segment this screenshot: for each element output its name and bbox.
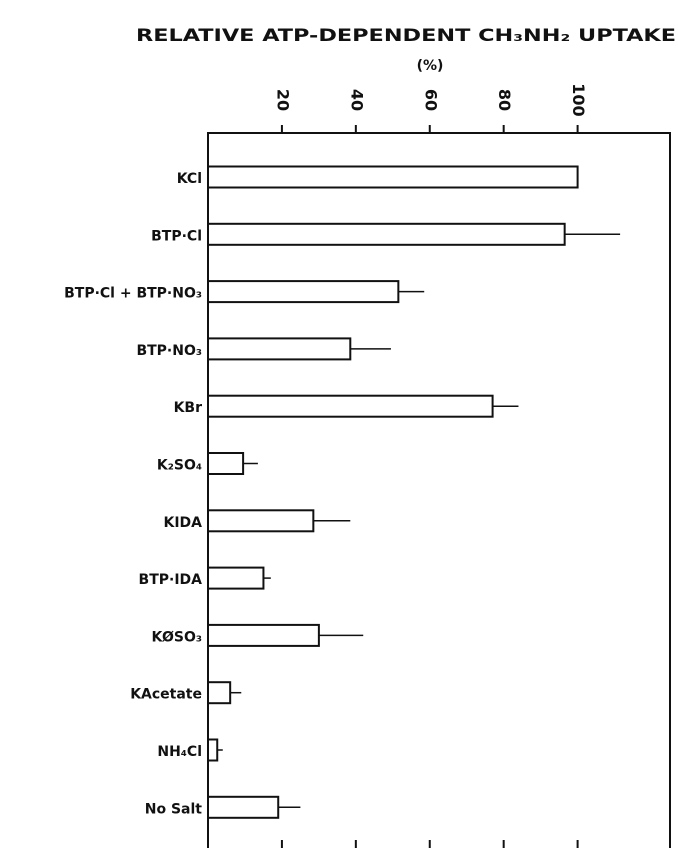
bar [207, 795, 280, 819]
category-label: KIDA [163, 515, 202, 531]
category-label: KCl [177, 171, 202, 187]
bar [207, 394, 494, 418]
bar [207, 623, 320, 647]
category-label: BTP·NO₃ [136, 343, 202, 359]
x-tick-label: 100 [569, 83, 588, 116]
category-label: BTP·Cl [151, 228, 202, 244]
bar [207, 222, 566, 246]
bar [207, 165, 579, 189]
x-tick-label: 60 [421, 89, 440, 111]
chart-title: RELATIVE ATP-DEPENDENT CH₃NH₂ UPTAKE [136, 26, 676, 46]
category-label: BTP·IDA [139, 572, 203, 588]
category-label: K₂SO₄ [157, 458, 202, 474]
bar [207, 681, 232, 705]
bar [207, 738, 219, 762]
category-label: No Salt [145, 801, 203, 817]
x-tick-label: 40 [347, 89, 366, 111]
chart-subtitle: (%) [417, 58, 444, 74]
category-label: KBr [174, 400, 203, 416]
bar [207, 337, 352, 361]
bar [207, 509, 315, 533]
bar [207, 566, 265, 590]
category-label: BTP·Cl + BTP·NO₃ [64, 286, 202, 302]
bar [207, 452, 245, 475]
category-label: KØSO₃ [152, 629, 203, 645]
category-label: KAcetate [130, 687, 202, 703]
x-tick-label: 20 [273, 89, 292, 111]
plot-frame [207, 132, 671, 848]
category-label: NH₄Cl [157, 744, 202, 760]
bar [207, 280, 400, 304]
x-tick-label: 80 [495, 89, 514, 111]
